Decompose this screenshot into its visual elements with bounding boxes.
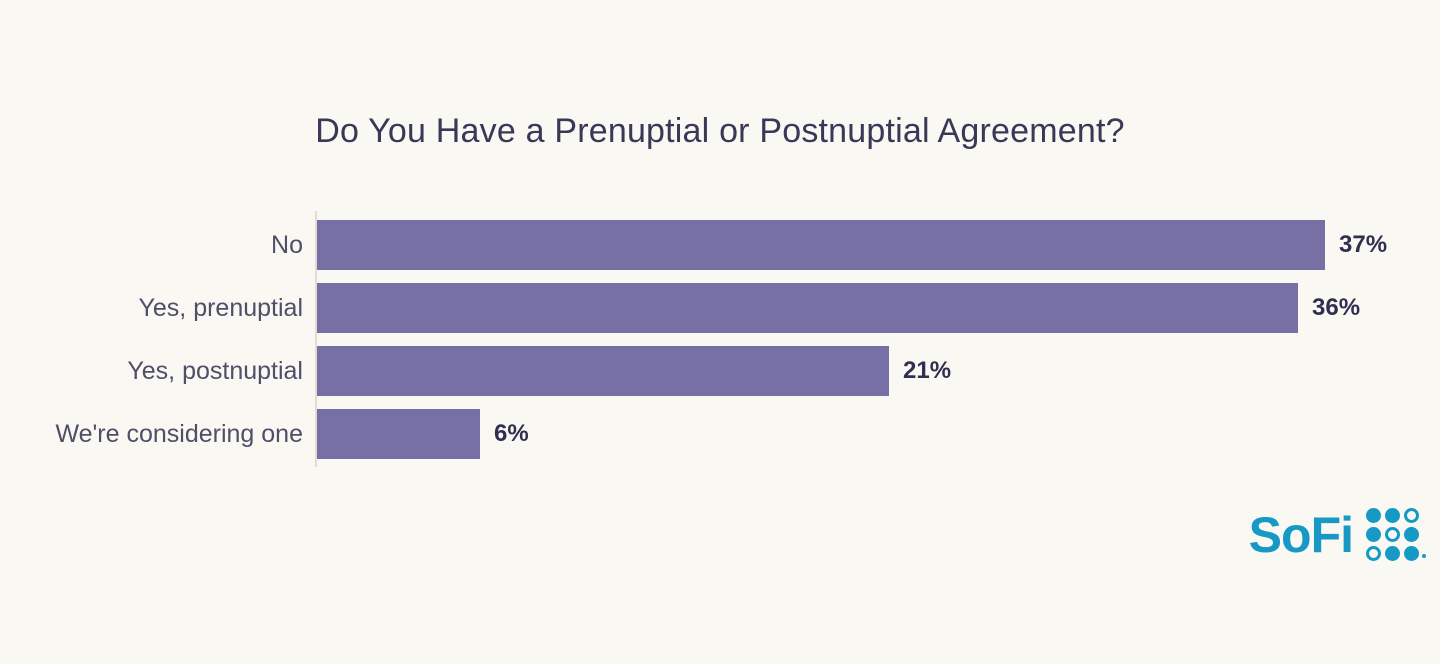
chart-row: Yes, postnuptial 21% [0,346,1440,396]
bar [317,283,1298,333]
filled-dot-icon [1385,508,1400,523]
bar [317,346,889,396]
hollow-dot-icon [1404,508,1419,523]
category-label: No [271,230,303,259]
value-label: 6% [494,420,529,447]
sofi-logo-text: SoFi [1248,506,1354,563]
value-label: 21% [903,357,952,384]
category-label: We're considering one [55,419,303,448]
sofi-logo-dots-icon [1366,508,1419,561]
bar [317,220,1325,270]
filled-dot-icon [1385,546,1400,561]
filled-dot-icon [1404,546,1419,561]
sofi-logo: SoFi [1249,508,1426,561]
hollow-dot-icon [1366,546,1381,561]
category-label: Yes, postnuptial [127,356,303,385]
trademark-dot-icon [1422,554,1426,558]
filled-dot-icon [1366,508,1381,523]
value-label: 37% [1339,231,1388,258]
y-axis-line [315,211,317,467]
bar [317,409,480,459]
category-label: Yes, prenuptial [138,293,303,322]
hollow-dot-icon [1385,527,1400,542]
filled-dot-icon [1366,527,1381,542]
filled-dot-icon [1404,527,1419,542]
chart-title: Do You Have a Prenuptial or Postnuptial … [315,112,1125,150]
chart-row: We're considering one 6% [0,409,1440,459]
chart-row: No 37% [0,220,1440,270]
chart-row: Yes, prenuptial 36% [0,283,1440,333]
bar-chart: No 37% Yes, prenuptial 36% Yes, postnupt… [0,220,1440,472]
value-label: 36% [1312,294,1361,321]
